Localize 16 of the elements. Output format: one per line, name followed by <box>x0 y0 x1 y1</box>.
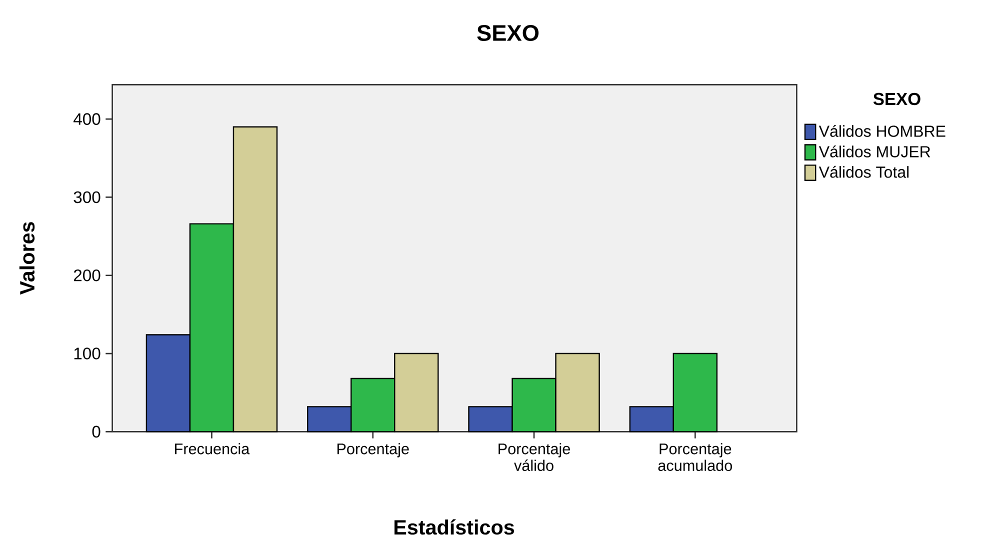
y-tick-label: 300 <box>74 191 100 204</box>
legend-title: SEXO <box>873 92 920 106</box>
x-tick-label: Porcentaje <box>337 443 409 458</box>
x-axis-title: Estadísticos <box>394 519 514 535</box>
y-tick-label: 0 <box>92 426 100 438</box>
legend-label: Válidos MUJER <box>818 145 930 158</box>
x-tick-label: Frecuencia <box>175 443 250 454</box>
x-tick-label: Porcentaje válido <box>498 443 570 471</box>
legend-label: Válidos Total <box>818 166 909 178</box>
y-tick-label: 400 <box>73 113 100 125</box>
x-tick-label: Porcentaje acumulado <box>658 443 732 471</box>
chart-title: SEXO <box>477 24 539 42</box>
legend-label: Válidos HOMBRE <box>818 124 946 137</box>
y-tick-label: 100 <box>74 348 100 360</box>
y-tick-label: 200 <box>74 269 100 282</box>
y-axis-title: Valores <box>19 222 35 295</box>
